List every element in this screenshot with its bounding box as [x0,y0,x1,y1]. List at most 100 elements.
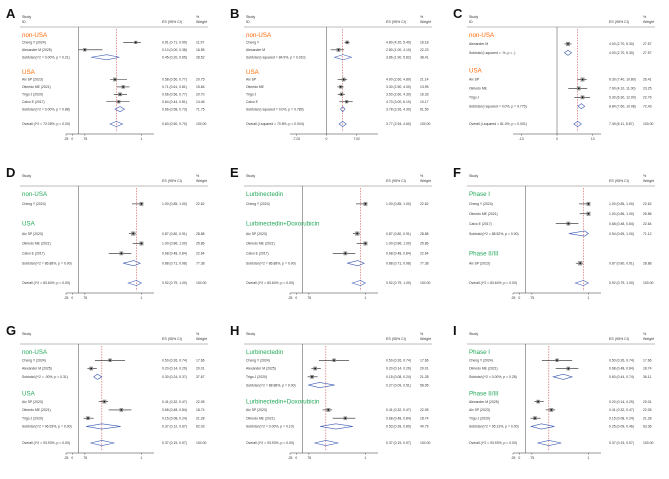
x-tick-label: .75 [82,296,87,300]
header-es-ci: ES (95% CI) [162,179,182,183]
weight-value: 22.62 [420,202,429,206]
weight-value: 20.01 [643,400,652,404]
panel-label: E [230,165,239,180]
point-estimate [114,78,116,81]
point-estimate [567,367,570,370]
subtotal-diamond [91,54,120,61]
x-tick-label: 0 [326,137,328,141]
weight-value: 26.41 [643,78,652,82]
subgroup-label: USA [246,69,260,76]
es-ci-value: 2.80 (1.00, 4.10) [386,48,411,52]
study-label: Trigo J [469,96,480,100]
overall-label: Overall (I^2 = 83.64%, p = 0.00) [246,281,294,285]
x-tick-label: .25 [511,296,516,300]
overall-diamond [537,440,562,446]
subtotal-label: Subtotal (I^2 = 0.00%, p = 0.10) [246,425,294,429]
point-estimate [556,359,558,362]
study-label: Alexander M (2025) [246,367,276,371]
subtotal-label: Subtotal (I-squared = .%, p = .) [469,51,515,55]
subtotal-label: Subtotal (I^2 = 96.53%, p = 0.00) [22,425,72,429]
header-weight: Weight [196,179,207,183]
x-tick-label: .25 [288,296,293,300]
header-es-ci: ES (95% CI) [609,337,629,341]
weight-value: 18.74 [420,416,429,420]
x-tick-label: .25 [64,137,69,141]
weight-value: 28.88 [420,232,429,236]
point-estimate [109,359,111,362]
es-ci-value: 0.41 (0.32, 0.47) [162,400,187,404]
header-weight: Weight [643,20,654,24]
study-label: Olmedo ME (2021) [22,242,51,246]
point-estimate [134,41,137,44]
weight-value: 16.33 [420,93,429,97]
es-ci-value: 0.20 (0.14, 0.29) [609,400,634,404]
subtotal-diamond [308,382,335,388]
subgroup-label: Phase II/III [469,250,499,257]
weight-value: 71.75 [196,107,205,111]
es-ci-value: 0.68 (0.48, 0.84) [386,416,411,420]
overall-diamond [314,440,339,446]
x-tick-label: 0 [295,296,297,300]
x-tick-label: 1 [364,456,366,460]
subgroup-label: Phase I [469,191,490,198]
overall-diamond [574,280,590,286]
subtotal-label: Subtotal (I^2 = 0.00%, p = 0.28) [469,375,517,379]
study-label: Cheng Y (2024) [22,202,46,206]
es-ci-value: 0.50 (0.26, 0.74) [609,358,634,362]
header-id: ID [22,20,26,24]
header-weight-symbol: % [643,15,647,19]
header-weight-symbol: % [420,15,424,19]
point-estimate [364,202,367,205]
overall-diamond [90,440,115,446]
weight-value: 23.25 [643,87,652,91]
subgroup-label: non-USA [469,32,495,39]
subgroup-label: USA [22,390,36,397]
overall-label: Overall (I^2 = 72.05%, p = 0.00) [22,122,70,126]
point-estimate [337,48,340,51]
x-tick-label: .75 [306,456,311,460]
es-ci-value: 0.66 (0.58, 0.73) [162,107,187,111]
es-ci-value: 3.78 (3.26, 4.30) [386,107,411,111]
weight-value: 100.00 [643,122,653,126]
forest-panel-d: D Study ES (95% CI)%Weight non-USA Cheng Y (… [6,165,208,300]
es-ci-value: 0.20 (0.14, 0.29) [386,367,411,371]
header-weight-symbol: % [420,174,424,178]
panel-label: F [453,165,461,180]
point-estimate [83,48,86,51]
panel-label: D [6,165,15,180]
forest-panel-i: I Study ES (95% CI)%Weight Phase I Cheng Y (… [453,323,655,460]
weight-value: 13.95 [420,85,429,89]
point-estimate [340,93,343,96]
subgroup-label: USA [22,221,36,228]
panel-label: I [453,323,457,338]
panel-label: B [230,6,239,21]
overall-label: Overall (I^2 = 93.93%, p = 0.00) [469,441,517,445]
overall-label: Overall (I^2 = 93.93%, p = 0.00) [22,441,70,445]
header-weight-symbol: % [643,332,647,336]
es-ci-value: 0.92 (0.79, 1.00) [386,281,411,285]
panel-label: A [6,6,16,21]
es-ci-value: 0.68 (0.48, 0.84) [162,408,187,412]
es-ci-value: 0.10 (0.00, 0.38) [162,48,187,52]
x-tick-label: 1 [587,456,589,460]
point-estimate [342,78,345,81]
es-ci-value: 0.37 (0.19, 0.57) [609,441,634,445]
weight-value: 28.88 [196,232,205,236]
es-ci-value: 0.45 (0.20, 0.65) [162,55,187,59]
es-ci-value: 0.88 (0.71, 0.98) [386,261,411,265]
header-es-ci: ES (95% CI) [609,20,629,24]
header-weight: Weight [420,179,431,183]
x-tick-label: .75 [82,137,87,141]
subgroup-label: Phase I [469,349,490,356]
study-label: Olmedo ME (2021) [469,212,498,216]
study-label: Calvo E (2017) [469,222,492,226]
es-ci-value: 0.87 (0.80, 0.91) [162,232,187,236]
weight-value: 36.11 [643,375,651,379]
weight-value: 20.01 [420,367,429,371]
x-tick-label: 1 [364,296,366,300]
es-ci-value: 0.68 (0.48, 0.84) [162,252,187,256]
weight-value: 17.66 [196,358,205,362]
study-label: Aix SP (2023) [22,78,43,82]
x-tick-label: 0 [518,456,520,460]
